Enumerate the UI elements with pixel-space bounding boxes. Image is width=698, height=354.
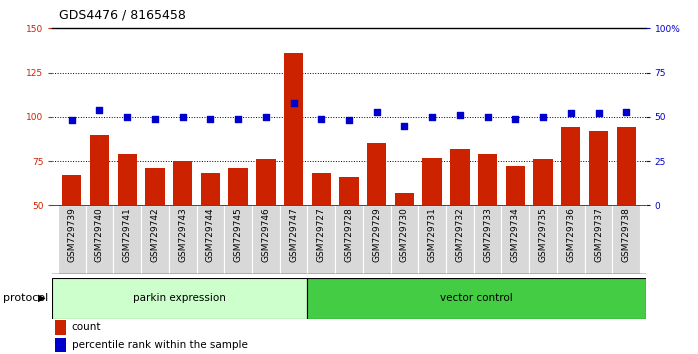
Bar — [339, 177, 359, 294]
Bar — [256, 159, 276, 294]
Bar — [561, 127, 581, 294]
FancyBboxPatch shape — [197, 205, 224, 274]
Bar — [284, 53, 303, 294]
FancyBboxPatch shape — [501, 205, 529, 274]
Bar — [616, 127, 636, 294]
Point — [121, 114, 133, 120]
Point — [66, 118, 77, 123]
FancyBboxPatch shape — [391, 205, 418, 274]
Point — [565, 110, 577, 116]
Text: GSM729732: GSM729732 — [455, 207, 464, 262]
Text: GSM729740: GSM729740 — [95, 207, 104, 262]
Bar — [367, 143, 387, 294]
Text: GDS4476 / 8165458: GDS4476 / 8165458 — [59, 9, 186, 22]
Text: GSM729741: GSM729741 — [123, 207, 132, 262]
Text: GSM729744: GSM729744 — [206, 207, 215, 262]
FancyBboxPatch shape — [557, 205, 585, 274]
Point — [260, 114, 272, 120]
Text: GSM729736: GSM729736 — [566, 207, 575, 262]
Text: GSM729743: GSM729743 — [178, 207, 187, 262]
Text: GSM729729: GSM729729 — [372, 207, 381, 262]
FancyBboxPatch shape — [529, 205, 557, 274]
Text: GSM729737: GSM729737 — [594, 207, 603, 262]
Bar — [505, 166, 525, 294]
Bar — [422, 158, 442, 294]
Point — [288, 100, 299, 105]
FancyBboxPatch shape — [585, 205, 612, 274]
FancyBboxPatch shape — [418, 205, 446, 274]
Text: GSM729728: GSM729728 — [345, 207, 353, 262]
FancyBboxPatch shape — [252, 205, 280, 274]
FancyBboxPatch shape — [612, 205, 640, 274]
Point — [343, 118, 355, 123]
Point — [94, 107, 105, 113]
Point — [482, 114, 493, 120]
Text: GSM729739: GSM729739 — [67, 207, 76, 262]
Text: GSM729734: GSM729734 — [511, 207, 520, 262]
FancyBboxPatch shape — [86, 205, 113, 274]
Bar — [55, 320, 66, 335]
FancyBboxPatch shape — [280, 205, 307, 274]
Text: GSM729746: GSM729746 — [261, 207, 270, 262]
Text: GSM729747: GSM729747 — [289, 207, 298, 262]
FancyBboxPatch shape — [446, 205, 474, 274]
Bar — [589, 131, 608, 294]
Point — [399, 123, 410, 129]
Bar — [395, 193, 414, 294]
Bar — [228, 168, 248, 294]
FancyBboxPatch shape — [307, 205, 335, 274]
Text: GSM729745: GSM729745 — [234, 207, 243, 262]
FancyBboxPatch shape — [306, 278, 646, 319]
Point — [537, 114, 549, 120]
Text: GSM729730: GSM729730 — [400, 207, 409, 262]
Bar — [478, 154, 497, 294]
Bar — [117, 154, 137, 294]
FancyBboxPatch shape — [363, 205, 391, 274]
Bar — [62, 175, 82, 294]
Text: percentile rank within the sample: percentile rank within the sample — [72, 340, 248, 350]
Point — [232, 116, 244, 121]
Text: GSM729738: GSM729738 — [622, 207, 631, 262]
Text: GSM729731: GSM729731 — [428, 207, 437, 262]
FancyBboxPatch shape — [474, 205, 501, 274]
Point — [426, 114, 438, 120]
Text: GSM729733: GSM729733 — [483, 207, 492, 262]
Text: GSM729735: GSM729735 — [539, 207, 547, 262]
Point — [621, 109, 632, 114]
Text: parkin expression: parkin expression — [133, 293, 226, 303]
FancyBboxPatch shape — [169, 205, 197, 274]
FancyBboxPatch shape — [335, 205, 363, 274]
Point — [149, 116, 161, 121]
Bar — [55, 338, 66, 352]
Bar — [90, 135, 109, 294]
Text: GSM729727: GSM729727 — [317, 207, 326, 262]
Point — [371, 109, 383, 114]
Point — [205, 116, 216, 121]
Bar — [533, 159, 553, 294]
Bar — [450, 149, 470, 294]
Text: GSM729742: GSM729742 — [151, 207, 159, 262]
FancyBboxPatch shape — [224, 205, 252, 274]
FancyBboxPatch shape — [58, 205, 86, 274]
Text: count: count — [72, 322, 101, 332]
FancyBboxPatch shape — [113, 205, 141, 274]
Bar — [173, 161, 193, 294]
Text: vector control: vector control — [440, 293, 512, 303]
Point — [454, 112, 466, 118]
Bar — [311, 173, 331, 294]
Point — [510, 116, 521, 121]
Text: ▶: ▶ — [38, 293, 45, 303]
Bar — [145, 168, 165, 294]
FancyBboxPatch shape — [52, 278, 306, 319]
Point — [177, 114, 188, 120]
FancyBboxPatch shape — [141, 205, 169, 274]
Point — [593, 110, 604, 116]
Point — [315, 116, 327, 121]
Text: protocol: protocol — [3, 293, 49, 303]
Bar — [201, 173, 220, 294]
